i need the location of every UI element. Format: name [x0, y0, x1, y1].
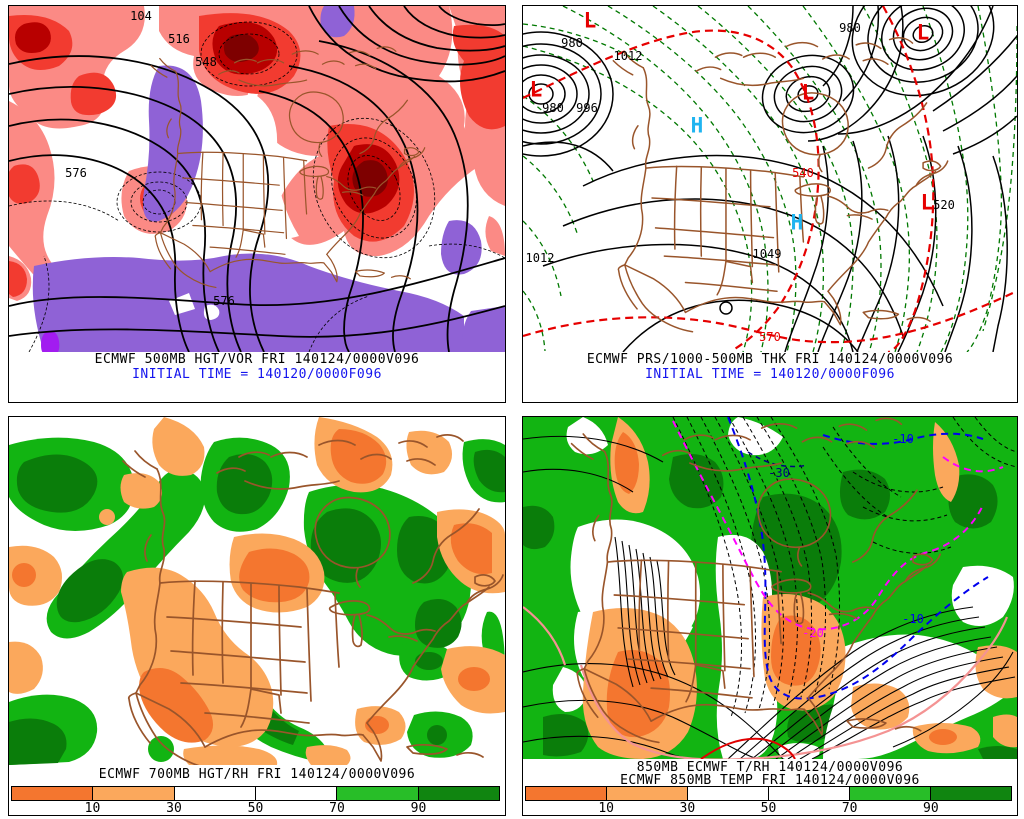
initial-time-caption: INITIAL TIME = 140120/0000F096 [645, 367, 895, 382]
panel-caption: ECMWF 700MB HGT/RH FRI 140124/0000V096 [98, 767, 416, 782]
tick-label: 70 [329, 801, 345, 816]
isotherm-pink-solid [523, 606, 1009, 759]
colorbar-segment [254, 787, 337, 800]
isotherm-red-solid [700, 737, 796, 759]
rh-shading-green [9, 437, 505, 765]
map-850mb-t-rh [523, 417, 1017, 759]
panel-prs-thickness: 980 980 996 1012 1012 1049 980 520 540 570 L L L L L H H… [522, 5, 1018, 403]
thickness-contours-red [523, 6, 1017, 352]
colorbar-segment [606, 787, 687, 800]
rh-shading-orange [582, 417, 1017, 759]
height-contours [9, 6, 505, 352]
panel-700mb-hgt-rh: ECMWF 700MB HGT/RH FRI 140124/0000V096 1… [8, 416, 506, 816]
tick-label: 10 [84, 801, 101, 816]
colorbar-segment [768, 787, 849, 800]
temp-contours-solid [523, 435, 1016, 759]
colorbar-segment [849, 787, 930, 800]
isobar-contours [523, 6, 1017, 352]
map-prs-thickness [523, 6, 1017, 352]
tick-label: 50 [760, 801, 777, 816]
colorbar-segment [92, 787, 174, 800]
tick-label: 10 [598, 801, 614, 816]
colorbar-segment [336, 787, 418, 800]
vorticity-contours-dashed [9, 21, 505, 352]
tick-label: 90 [923, 801, 939, 816]
panel-850mb-t-rh: -10 -10 -30 -20 850MB ECMWF T/RH 140124/000… [522, 416, 1018, 816]
tick-label: 30 [679, 801, 696, 816]
map-500mb-hgt-vor [9, 6, 505, 352]
tick-label: 90 [410, 801, 427, 816]
tick-label: 70 [841, 801, 858, 816]
rh-shading-orange [9, 417, 505, 765]
panel-500mb-hgt-vor: 104 516 548 576 576 ECMWF 500MB HGT/VOR FRI … [8, 5, 506, 403]
isotherm-blue-dashed [727, 417, 989, 700]
colorbar-segment [173, 787, 255, 800]
panel-caption: ECMWF PRS/1000-500MB THK FRI 140124/0000… [586, 352, 954, 367]
rh-colorbar-ticks: 10 30 50 70 90 [11, 801, 500, 816]
isotherm-navy-dashed [747, 451, 809, 468]
colorbar-segment [687, 787, 768, 800]
colorbar-segment [417, 787, 499, 800]
rh-colorbar-ticks: 10 30 50 70 90 [525, 801, 1012, 816]
panel-caption: ECMWF 500MB HGT/VOR FRI 140124/0000V096 [94, 352, 420, 367]
panel-caption: 850MB ECMWF T/RH 140124/0000V096 [636, 760, 904, 775]
tick-label: 50 [247, 801, 264, 816]
initial-time-caption: INITIAL TIME = 140120/0000F096 [132, 367, 382, 382]
rh-shading-dark-green [523, 453, 1017, 759]
vorticity-shading-purple [32, 6, 505, 352]
rh-colorbar [525, 786, 1012, 801]
colorbar-segment [12, 787, 93, 800]
colorbar-segment [930, 787, 1011, 800]
colorbar-segment [526, 787, 606, 800]
isotherm-magenta-dashed [672, 420, 1004, 631]
rh-colorbar [11, 786, 500, 801]
tick-label: 30 [166, 801, 182, 816]
panel-caption-2: ECMWF 850MB TEMP FRI 140124/0000V096 [620, 773, 920, 788]
map-700mb-rh [9, 417, 505, 765]
